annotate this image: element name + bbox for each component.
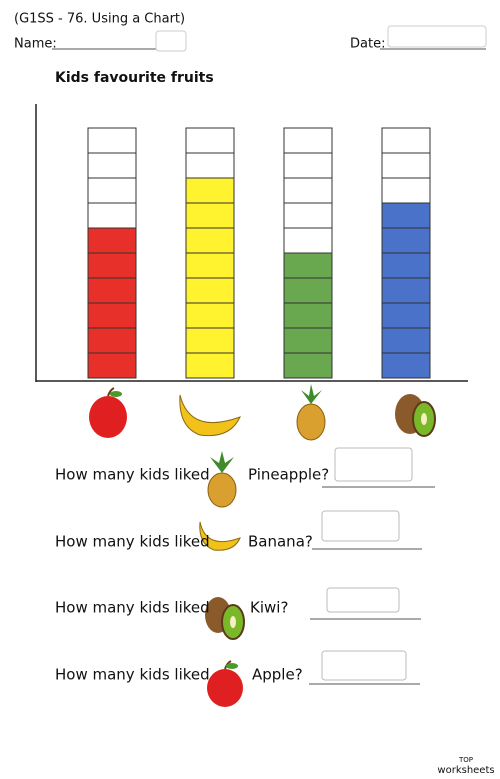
question-text: How many kids liked	[55, 599, 210, 617]
question-text: How many kids liked	[55, 466, 210, 484]
worksheet-title: (G1SS - 76. Using a Chart)	[14, 12, 185, 27]
fruit-name: Kiwi?	[250, 599, 288, 617]
kiwi-icon	[395, 394, 436, 437]
apple-icon	[89, 387, 127, 438]
name-input[interactable]	[155, 30, 187, 52]
bar-chart	[87, 127, 431, 379]
answer-input[interactable]	[326, 587, 400, 613]
pineapple-icon	[296, 384, 326, 441]
logo-top: TOP	[458, 756, 473, 764]
question-text: How many kids liked	[55, 533, 210, 551]
bar	[381, 202, 431, 379]
logo-bottom: worksheets	[437, 765, 494, 776]
answer-input[interactable]	[334, 447, 413, 482]
banana-icon	[199, 521, 241, 551]
fruit-name: Pineapple?	[248, 466, 329, 484]
date-label: Date:	[350, 37, 385, 52]
questions: How many kids liked Pineapple? How many ki…	[55, 447, 435, 685]
bar	[283, 252, 333, 379]
fruit-name: Banana?	[248, 533, 313, 551]
name-label: Name:	[14, 37, 57, 52]
pineapple-icon	[207, 451, 237, 508]
answer-input[interactable]	[321, 510, 400, 542]
kiwi-icon	[205, 597, 245, 640]
apple-icon	[207, 660, 243, 707]
banana-icon	[179, 394, 241, 437]
date-input[interactable]	[387, 25, 487, 48]
answer-input[interactable]	[321, 650, 407, 681]
fruit-name: Apple?	[252, 666, 303, 684]
question-text: How many kids liked	[55, 666, 210, 684]
chart-title: Kids favourite fruits	[55, 70, 214, 86]
